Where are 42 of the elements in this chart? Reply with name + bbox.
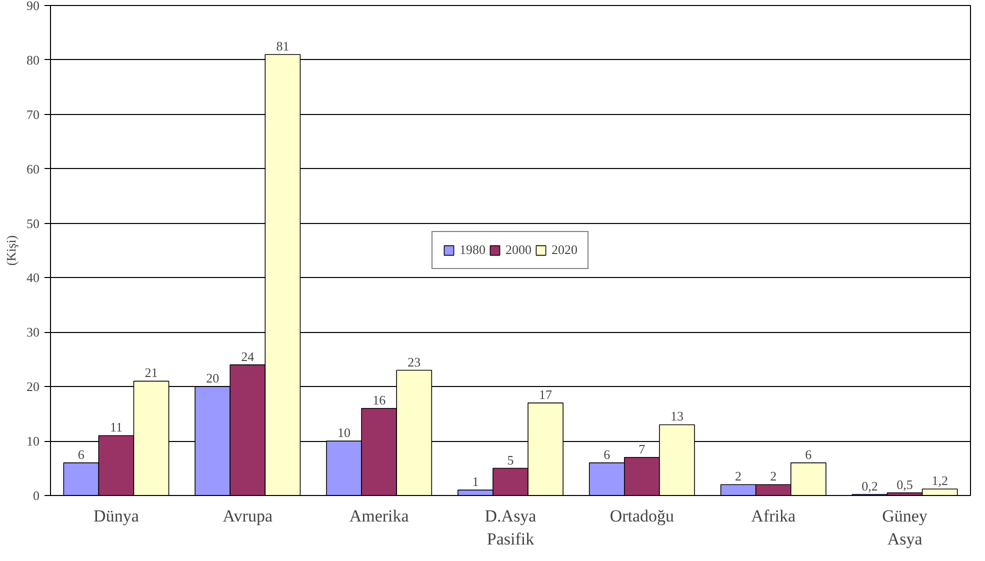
data-label: 1 xyxy=(472,474,479,490)
legend-label: 2000 xyxy=(506,242,532,258)
data-label: 0,5 xyxy=(896,476,913,492)
y-tick-label: 50 xyxy=(26,216,40,231)
legend-label: 1980 xyxy=(460,242,486,258)
legend-label: 2020 xyxy=(552,242,578,258)
x-tick-label: Ortadoğu xyxy=(610,506,675,526)
data-label: 13 xyxy=(670,408,684,424)
data-label: 23 xyxy=(408,354,421,370)
y-tick-label: 90 xyxy=(26,0,40,13)
data-label: 2 xyxy=(735,468,742,484)
x-tick-label: Dünya xyxy=(94,506,140,526)
x-tick-label: Avrupa xyxy=(222,506,273,526)
y-tick-label: 20 xyxy=(26,379,40,394)
x-tick-label: Afrika xyxy=(751,506,796,526)
data-label: 16 xyxy=(372,392,386,408)
data-label: 6 xyxy=(78,446,85,462)
data-label: 21 xyxy=(144,365,158,380)
data-label: 11 xyxy=(110,420,122,435)
data-label: 17 xyxy=(539,386,553,402)
data-label: 6 xyxy=(604,446,611,462)
data-label: 24 xyxy=(241,348,255,364)
y-tick-label: 0 xyxy=(33,488,40,503)
x-tick-label: Amerika xyxy=(349,506,410,526)
data-label: 81 xyxy=(276,38,290,54)
x-tick-label: Güney Asya xyxy=(882,506,928,548)
y-tick-label: 70 xyxy=(26,106,40,122)
x-tick-label: D.Asya Pasifik xyxy=(484,506,537,548)
data-label: 7 xyxy=(638,441,646,456)
data-label: 10 xyxy=(338,425,351,440)
y-tick-label: 10 xyxy=(26,434,40,449)
data-label: 1,2 xyxy=(932,472,948,488)
y-tick-label: 40 xyxy=(26,270,40,286)
data-label: 0,2 xyxy=(862,478,878,494)
y-tick-label: 80 xyxy=(26,52,40,68)
data-label: 20 xyxy=(206,370,220,386)
y-tick-label: 60 xyxy=(26,161,40,176)
data-label: 6 xyxy=(805,446,812,462)
data-label: 2 xyxy=(770,468,777,484)
y-axis-title: (Kişi) xyxy=(4,235,18,266)
y-tick-label: 30 xyxy=(26,324,40,340)
data-label: 5 xyxy=(507,452,514,468)
